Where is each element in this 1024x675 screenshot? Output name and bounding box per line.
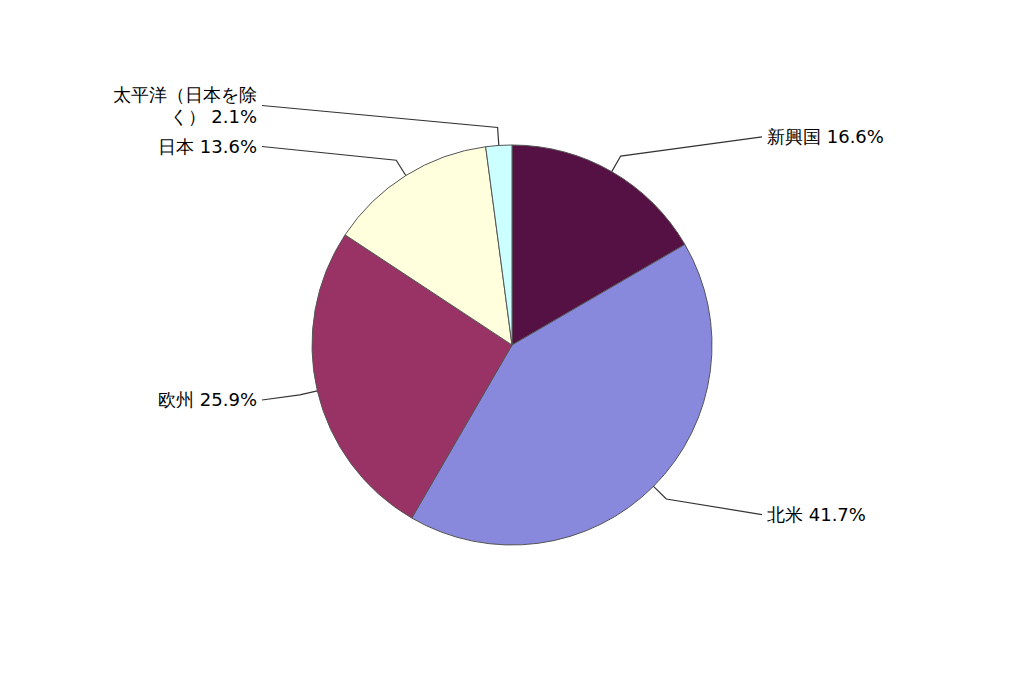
pie-slice: [486, 145, 512, 345]
slice-label: 太平洋（日本を除く） 2.1%: [113, 84, 257, 127]
slice-label-line: 太平洋（日本を除: [113, 84, 257, 105]
slice-label: 新興国 16.6%: [767, 126, 884, 147]
leader-line: [262, 147, 406, 176]
pie-slice: [345, 147, 512, 345]
leader-line: [262, 391, 317, 400]
slice-label: 北米 41.7%: [767, 504, 866, 525]
labels: 新興国 16.6% 北米 41.7% 欧州 25.9% 日本 13.6% 太平洋（日本を…: [113, 84, 884, 525]
slice-label-line: 北米 41.7%: [767, 504, 866, 525]
slice-label-line: く） 2.1%: [170, 106, 257, 127]
leader-line: [612, 137, 762, 172]
leader-line: [654, 486, 762, 514]
leader-lines: [262, 106, 762, 515]
slice-label: 欧州 25.9%: [158, 389, 257, 410]
slices: [312, 145, 712, 545]
slice-label-line: 新興国 16.6%: [767, 126, 884, 147]
slice-label-line: 日本 13.6%: [158, 136, 257, 157]
slice-label: 日本 13.6%: [158, 136, 257, 157]
chart-container: 新興国 16.6% 北米 41.7% 欧州 25.9% 日本 13.6% 太平洋（日本を…: [0, 0, 1024, 675]
leader-line: [262, 106, 499, 146]
pie-chart: 新興国 16.6% 北米 41.7% 欧州 25.9% 日本 13.6% 太平洋（日本を…: [0, 0, 1024, 675]
slice-label-line: 欧州 25.9%: [158, 389, 257, 410]
